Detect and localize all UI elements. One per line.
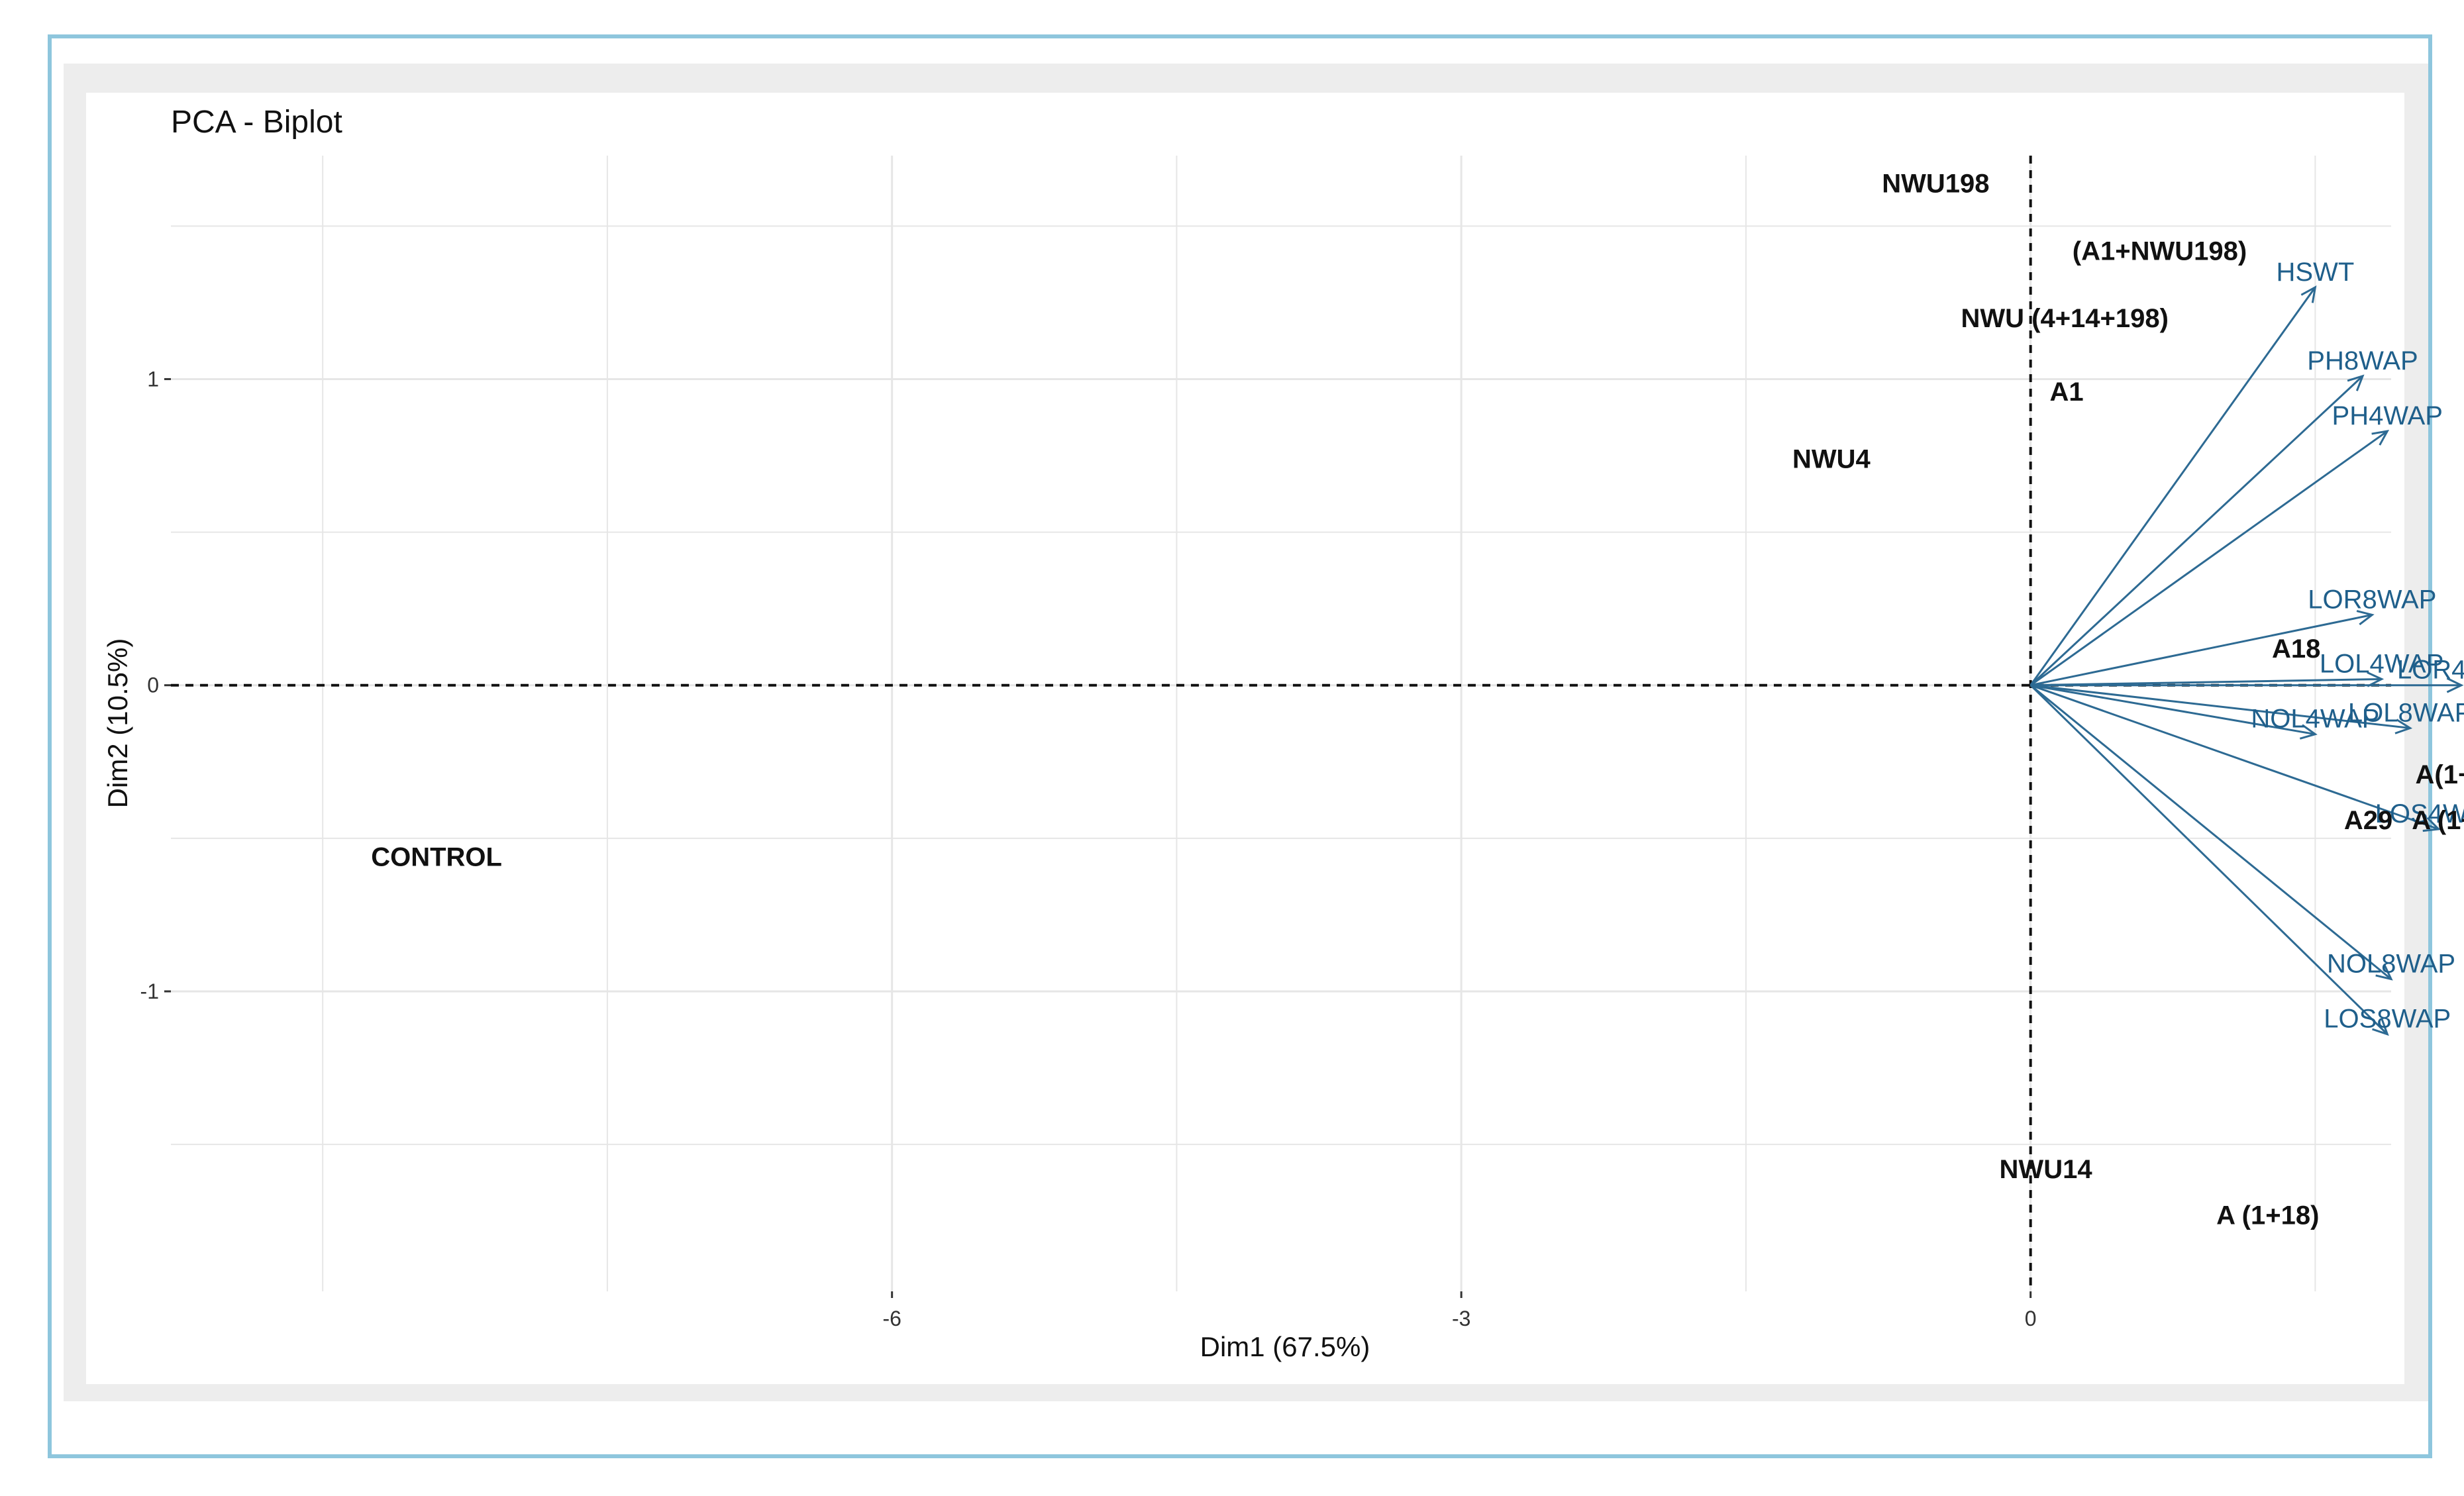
- variable-label: LOL4WAP: [2320, 649, 2443, 678]
- x-tick-label: 0: [2025, 1307, 2037, 1330]
- variable-label: LOS8WAP: [2324, 1005, 2451, 1034]
- variable-arrows: [2029, 285, 2464, 1036]
- observation-label: A (1+29): [2412, 806, 2464, 835]
- variable-label: LOS4WAP: [2375, 799, 2464, 828]
- observation-label: A (1+18): [2216, 1201, 2319, 1230]
- variable-label: LOR8WAP: [2308, 585, 2436, 614]
- y-tick-label: 1: [147, 367, 159, 391]
- variable-arrowhead: [2375, 964, 2393, 981]
- variable-arrowhead: [2356, 610, 2375, 626]
- variable-label: NOL8WAP: [2327, 949, 2455, 978]
- observation-label: (A1+NWU198): [2073, 236, 2247, 266]
- variable-arrow: [2029, 286, 2316, 686]
- reference-lines: [171, 156, 2391, 1291]
- variable-label: PH8WAP: [2307, 346, 2418, 375]
- observation-label: A18: [2272, 634, 2320, 664]
- x-tick-label: -6: [882, 1307, 901, 1330]
- variable-arrowhead: [2347, 374, 2365, 391]
- observation-label: A29: [2344, 806, 2392, 835]
- variable-arrow: [2030, 684, 2316, 736]
- variable-arrow: [2030, 613, 2373, 687]
- x-tick-label: -3: [1452, 1307, 1470, 1330]
- axis-ticks: -6 -3 0 1 0 -1: [140, 367, 2037, 1330]
- variable-arrow: [2030, 677, 2382, 687]
- variable-arrowhead: [2394, 719, 2413, 734]
- variable-label: NOL4WAP: [2251, 705, 2379, 734]
- variable-arrow: [2030, 684, 2439, 830]
- observation-label: CONTROL: [371, 843, 502, 872]
- variable-label: LOL8WAP: [2348, 698, 2464, 727]
- variable-arrow: [2029, 375, 2364, 686]
- variable-label: PH4WAP: [2332, 401, 2443, 430]
- variable-arrowhead: [2299, 724, 2318, 740]
- variable-arrow: [2029, 684, 2388, 1035]
- variable-arrowhead: [2300, 285, 2317, 303]
- variable-arrowhead: [2371, 430, 2390, 446]
- point-labels: HSWT PH8WAP PH4WAP LOR8WAP LOL4WAPLOR4WAP NOL…: [371, 170, 2464, 1230]
- variable-label: HSWT: [2277, 258, 2355, 287]
- x-axis-title: Dim1 (67.5%): [1200, 1331, 1370, 1362]
- variable-arrow: [2030, 684, 2410, 729]
- variable-arrowhead: [2422, 817, 2441, 832]
- observation-label: NWU4: [1792, 445, 1871, 474]
- variable-arrowhead: [2446, 677, 2464, 693]
- observation-label: NWU14: [2000, 1155, 2093, 1184]
- variable-arrowhead: [2367, 672, 2385, 687]
- observation-label: NWU198: [1882, 170, 1989, 199]
- variable-arrow: [2029, 684, 2392, 980]
- y-axis-title: Dim2 (10.5%): [102, 638, 133, 809]
- variable-arrow: [2029, 430, 2388, 686]
- plot-card: [86, 93, 2404, 1384]
- y-tick-label: -1: [140, 979, 159, 1003]
- variable-arrowhead: [2372, 1019, 2389, 1036]
- observation-label: A1: [2050, 377, 2084, 407]
- observation-label: NWU (4+14+198): [1961, 304, 2168, 333]
- chart-title: PCA - Biplot: [171, 105, 342, 140]
- variable-label: LOR4WAP: [2397, 656, 2464, 685]
- y-tick-label: 0: [147, 673, 159, 697]
- observation-label: A(1+18+29): [2416, 760, 2464, 789]
